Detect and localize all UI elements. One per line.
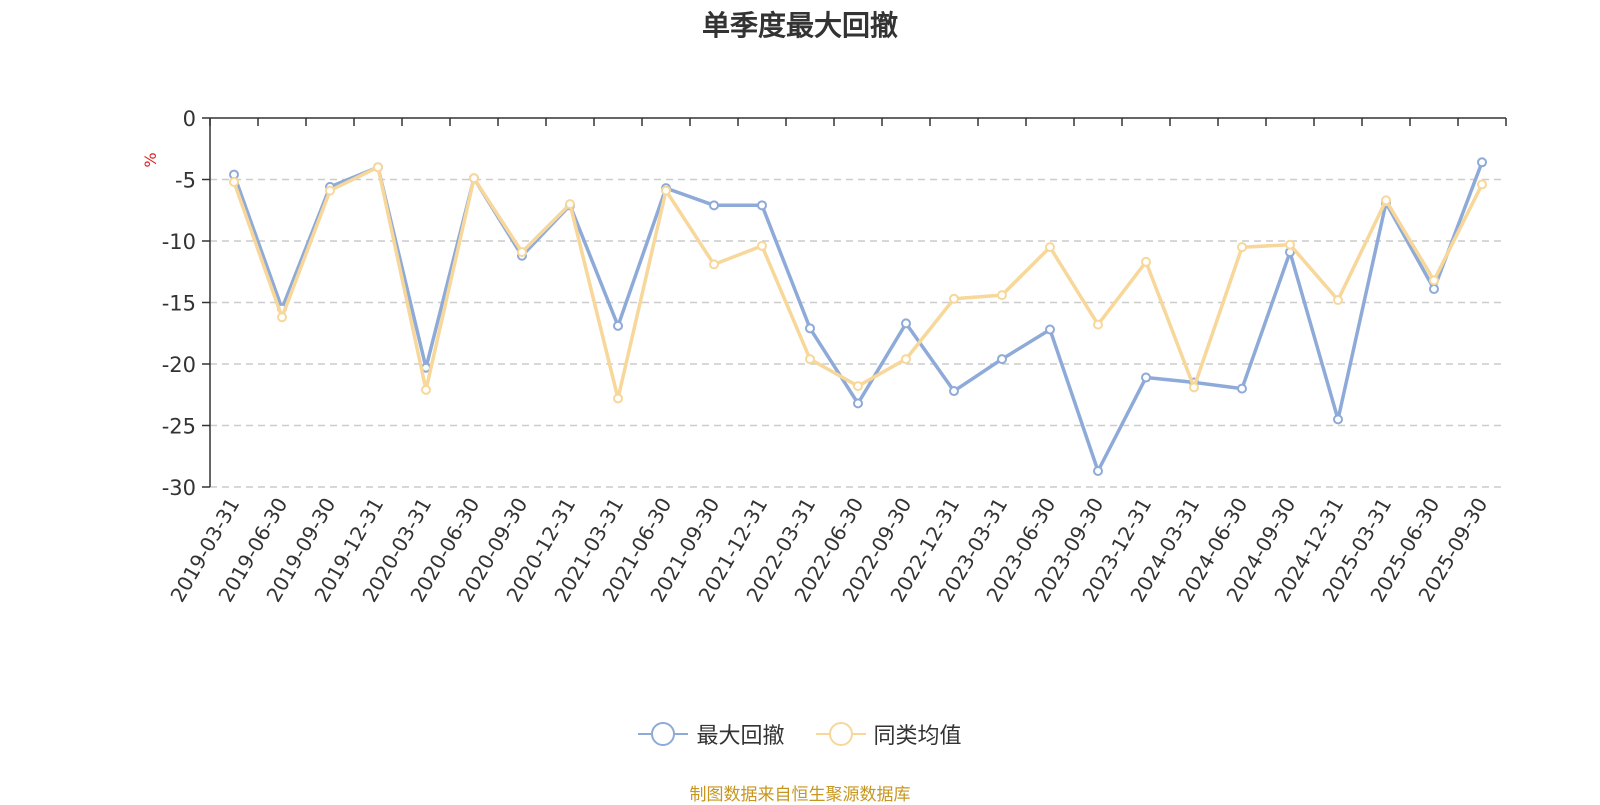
data-point-0 <box>949 386 959 397</box>
data-point-0 <box>613 320 623 331</box>
data-point-0 <box>1237 383 1247 394</box>
data-point-1 <box>1045 242 1055 253</box>
data-point-1 <box>1093 319 1103 330</box>
chart-title: 单季度最大回撤 <box>701 9 898 42</box>
data-point-0 <box>1429 283 1439 294</box>
axes <box>202 117 1507 488</box>
data-point-1 <box>1285 239 1295 250</box>
series-line-0 <box>232 161 1484 473</box>
y-tick-label: -10 <box>162 230 196 254</box>
data-point-1 <box>1429 275 1439 286</box>
data-point-1 <box>1237 242 1247 253</box>
data-point-0 <box>997 354 1007 365</box>
data-point-1 <box>613 393 623 404</box>
data-point-0 <box>1093 466 1103 477</box>
data-point-1 <box>1477 179 1487 190</box>
data-point-0 <box>1477 157 1487 168</box>
data-point-1 <box>421 384 431 395</box>
legend-label-max-drawdown: 最大回撤 <box>696 724 785 749</box>
legend-item-max-drawdown[interactable]: 最大回撤 <box>638 718 785 750</box>
data-point-0 <box>853 398 863 409</box>
data-point-0 <box>1045 324 1055 335</box>
data-point-1 <box>1381 195 1391 206</box>
legend-marker-max-drawdown <box>638 722 689 746</box>
legend-item-peer-average[interactable]: 同类均值 <box>815 718 962 750</box>
data-point-0 <box>901 318 911 329</box>
data-point-1 <box>325 185 335 196</box>
y-tick-label: -25 <box>162 415 196 439</box>
data-point-0 <box>1141 372 1151 383</box>
series <box>229 157 1487 477</box>
data-point-1 <box>949 293 959 304</box>
data-point-0 <box>757 200 767 211</box>
y-tick-label: -20 <box>162 353 196 377</box>
source-note: 制图数据来自恒生聚源数据库 <box>689 785 911 805</box>
legend-label-peer-average: 同类均值 <box>873 724 962 749</box>
data-point-1 <box>661 185 671 196</box>
y-axis-unit: % <box>141 152 160 167</box>
y-tick-label: -5 <box>175 169 196 193</box>
data-point-0 <box>709 200 719 211</box>
data-point-1 <box>805 354 815 365</box>
legend: 最大回撤 同类均值 <box>0 718 1600 752</box>
y-tick-label: 0 <box>183 107 196 131</box>
data-point-0 <box>805 323 815 334</box>
data-point-1 <box>469 173 479 184</box>
data-point-1 <box>1189 382 1199 393</box>
data-point-1 <box>229 176 239 187</box>
data-point-0 <box>1333 414 1343 425</box>
y-tick-label: -30 <box>162 476 196 500</box>
data-point-1 <box>1333 295 1343 306</box>
data-point-1 <box>517 247 527 258</box>
data-point-1 <box>757 240 767 251</box>
data-point-1 <box>997 290 1007 301</box>
y-tick-label: -15 <box>162 292 196 316</box>
data-point-1 <box>709 259 719 270</box>
data-point-1 <box>1141 256 1151 267</box>
data-point-1 <box>901 354 911 365</box>
data-point-1 <box>853 381 863 392</box>
data-point-1 <box>373 162 383 173</box>
data-point-1 <box>277 312 287 323</box>
data-point-1 <box>565 199 575 210</box>
legend-marker-peer-average <box>815 722 866 746</box>
